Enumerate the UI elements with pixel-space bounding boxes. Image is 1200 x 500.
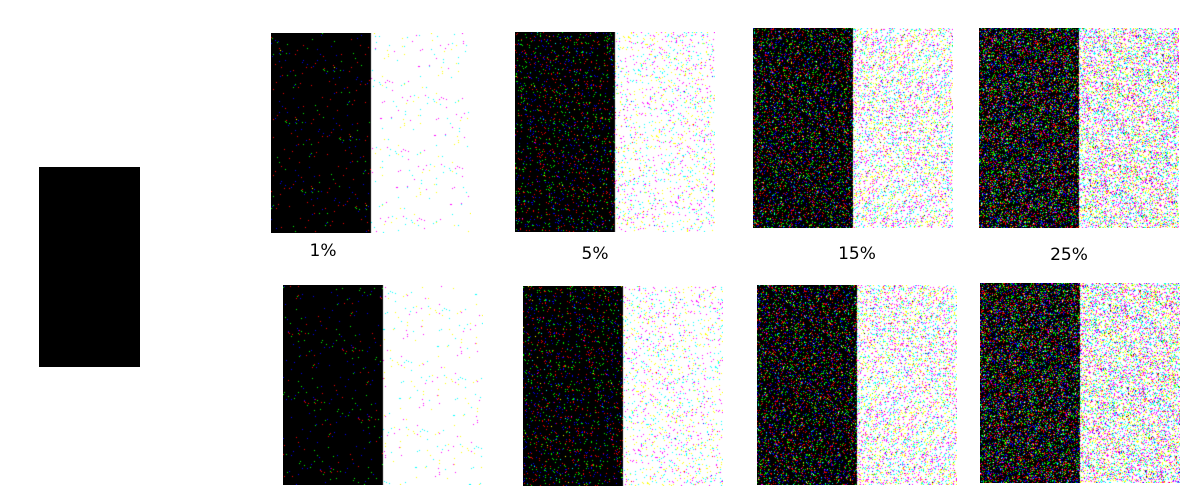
noisy-image-5pct-top [515, 32, 715, 232]
noise-label-25pct: 25% [1050, 245, 1088, 265]
noisy-image-25pct-bottom [980, 283, 1180, 483]
noise-label-15pct: 15% [838, 244, 876, 264]
noisy-image-1pct-top [271, 33, 471, 233]
noisy-image-15pct-top [753, 28, 953, 228]
noise-label-1pct: 1% [309, 241, 337, 261]
noisy-image-5pct-bottom [523, 286, 723, 486]
noisy-image-15pct-bottom [757, 285, 957, 485]
noisy-image-25pct-top [979, 28, 1179, 228]
original-image [39, 167, 140, 367]
noisy-image-1pct-bottom [283, 285, 483, 485]
noise-label-5pct: 5% [581, 244, 609, 264]
